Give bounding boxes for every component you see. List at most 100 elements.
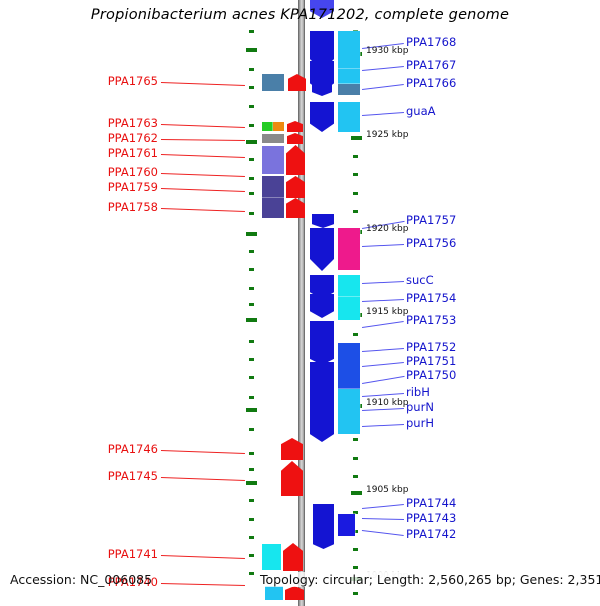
reverse-strand-feature-18[interactable] [285, 586, 304, 600]
gene-label-PPA1758[interactable]: PPA1758 [107, 200, 158, 214]
scale-tick-right-24 [353, 457, 358, 460]
gene-label-PPA1765[interactable]: PPA1765 [107, 74, 158, 88]
forward-strand-feature-6[interactable] [337, 83, 361, 96]
scale-tick-left-16 [246, 318, 257, 322]
scale-label-1925: 1925 kbp [366, 130, 409, 140]
forward-strand-feature-27[interactable] [337, 513, 356, 537]
reverse-strand-feature-1[interactable] [288, 74, 306, 91]
leader-line-PPA1761 [160, 154, 245, 158]
reverse-strand-feature-12[interactable] [286, 198, 305, 218]
gene-label-sucC[interactable]: sucC [406, 273, 434, 287]
forward-strand-feature-13[interactable] [337, 274, 361, 298]
scale-tick-left-11 [246, 232, 257, 236]
forward-strand-feature-5[interactable] [312, 82, 332, 96]
forward-strand-feature-11[interactable] [337, 227, 361, 271]
scale-tick-right-27 [353, 511, 358, 514]
forward-strand-feature-28[interactable] [313, 532, 334, 549]
scale-tick-right-32 [353, 592, 358, 595]
reverse-strand-feature-0[interactable] [261, 73, 285, 92]
gene-label-PPA1741[interactable]: PPA1741 [107, 547, 158, 561]
reverse-strand-feature-11[interactable] [261, 197, 285, 219]
gene-label-PPA1746[interactable]: PPA1746 [107, 442, 158, 456]
gene-label-PPA1760[interactable]: PPA1760 [107, 165, 158, 179]
reverse-strand-feature-8[interactable] [286, 145, 305, 175]
forward-strand-feature-18[interactable] [337, 342, 361, 390]
forward-strand-feature-15[interactable] [337, 296, 361, 321]
scale-tick-left-2 [249, 68, 254, 71]
leader-line-PPA1742 [361, 530, 404, 536]
gene-label-PPA1750[interactable]: PPA1750 [406, 368, 457, 382]
forward-strand-feature-17[interactable] [310, 343, 334, 365]
scale-tick-left-13 [249, 268, 254, 271]
gene-label-purN[interactable]: purN [406, 400, 434, 414]
reverse-strand-feature-3[interactable] [272, 121, 285, 132]
reverse-strand-feature-17[interactable] [264, 585, 284, 601]
forward-strand-feature-0[interactable] [310, 0, 334, 18]
gene-label-PPA1754[interactable]: PPA1754 [406, 291, 457, 305]
scale-tick-left-12 [249, 250, 254, 253]
leader-line-PPA1741 [160, 555, 245, 559]
scale-label-1910: 1910 kbp [366, 398, 409, 408]
reverse-strand-feature-13[interactable] [281, 438, 303, 460]
leader-line-PPA1743 [361, 518, 404, 520]
leader-line-PPA1762 [160, 139, 245, 141]
gene-label-PPA1752[interactable]: PPA1752 [406, 340, 457, 354]
gene-label-PPA1744[interactable]: PPA1744 [406, 496, 457, 510]
gene-label-PPA1768[interactable]: PPA1768 [406, 35, 457, 49]
gene-label-PPA1756[interactable]: PPA1756 [406, 236, 457, 250]
gene-label-PPA1745[interactable]: PPA1745 [107, 469, 158, 483]
gene-label-PPA1759[interactable]: PPA1759 [107, 180, 158, 194]
forward-strand-feature-24[interactable] [310, 414, 334, 442]
gene-label-PPA1743[interactable]: PPA1743 [406, 511, 457, 525]
gene-label-PPA1766[interactable]: PPA1766 [406, 76, 457, 90]
gene-label-guaA[interactable]: guaA [406, 104, 436, 118]
scale-tick-left-20 [249, 396, 254, 399]
scale-tick-left-10 [249, 212, 254, 215]
reverse-strand-feature-9[interactable] [261, 175, 285, 199]
leader-line-PPA1765 [160, 82, 245, 86]
scale-tick-left-8 [249, 177, 254, 180]
leader-line-PPA1752 [362, 348, 405, 352]
scale-tick-left-15 [249, 303, 254, 306]
scale-tick-left-4 [249, 105, 254, 108]
reverse-strand-feature-15[interactable] [261, 543, 282, 571]
scale-label-1915: 1915 kbp [366, 307, 409, 317]
forward-strand-feature-2[interactable] [337, 30, 361, 70]
gene-label-PPA1761[interactable]: PPA1761 [107, 146, 158, 160]
forward-strand-feature-10[interactable] [310, 228, 334, 271]
gene-label-PPA1767[interactable]: PPA1767 [406, 58, 457, 72]
scale-tick-right-28 [353, 530, 358, 533]
leader-line-PPA1751 [362, 362, 405, 367]
leader-line-PPA1763 [160, 124, 245, 128]
forward-strand-feature-14[interactable] [310, 294, 334, 318]
gene-label-PPA1742[interactable]: PPA1742 [406, 527, 457, 541]
reverse-strand-feature-6[interactable] [287, 133, 303, 144]
gene-label-PPA1762[interactable]: PPA1762 [107, 131, 158, 145]
gene-label-PPA1753[interactable]: PPA1753 [406, 313, 457, 327]
reverse-strand-feature-7[interactable] [261, 145, 285, 175]
reverse-strand-feature-14[interactable] [281, 461, 303, 496]
forward-strand-feature-4[interactable] [337, 68, 361, 85]
forward-strand-feature-8[interactable] [337, 101, 361, 133]
gene-label-PPA1740[interactable]: PPA1740 [107, 575, 158, 589]
leader-line-PPA1750 [362, 376, 405, 384]
gene-label-PPA1763[interactable]: PPA1763 [107, 116, 158, 130]
gene-label-ribH[interactable]: ribH [406, 385, 430, 399]
reverse-strand-feature-16[interactable] [283, 543, 303, 571]
forward-strand-feature-9[interactable] [312, 214, 334, 228]
gene-label-PPA1757[interactable]: PPA1757 [406, 213, 457, 227]
gene-label-purH[interactable]: purH [406, 416, 434, 430]
leader-line-PPA1766 [362, 84, 405, 90]
scale-tick-left-27 [249, 518, 254, 521]
reverse-strand-feature-2[interactable] [261, 121, 274, 132]
reverse-strand-feature-4[interactable] [287, 121, 303, 132]
forward-strand-feature-7[interactable] [310, 102, 334, 132]
leader-line-PPA1756 [362, 244, 405, 247]
leader-line-sucC [362, 281, 405, 284]
reverse-strand-feature-5[interactable] [261, 133, 285, 144]
gene-label-PPA1751[interactable]: PPA1751 [406, 354, 457, 368]
leader-line-PPA1759 [160, 188, 245, 192]
forward-strand-feature-22[interactable] [337, 388, 361, 435]
reverse-strand-feature-10[interactable] [286, 176, 305, 198]
